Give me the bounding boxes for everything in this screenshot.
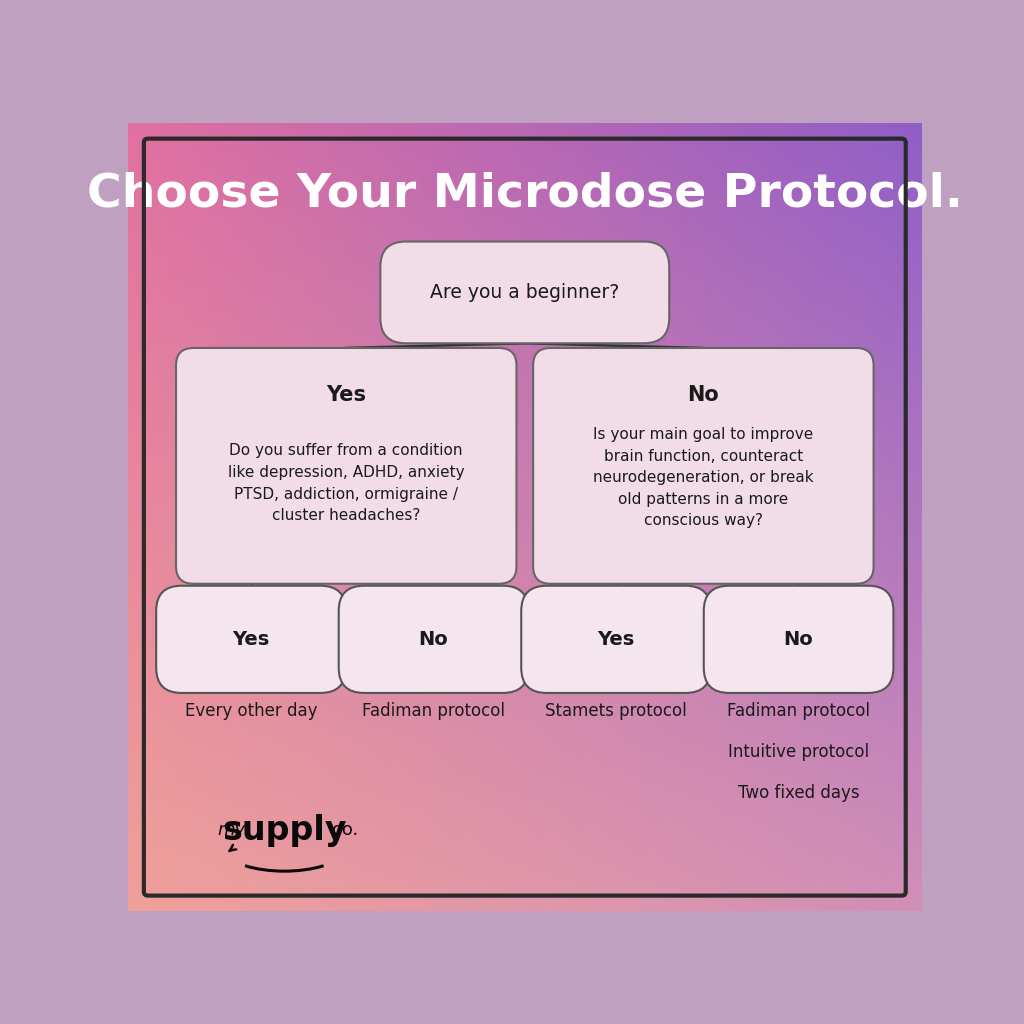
Text: No: No [419,630,449,649]
Text: co.: co. [332,821,357,839]
Text: Two fixed days: Two fixed days [737,784,859,803]
FancyBboxPatch shape [157,586,346,693]
Text: No: No [687,385,719,406]
Text: Are you a beginner?: Are you a beginner? [430,283,620,302]
Text: my: my [217,821,245,839]
Text: supply: supply [222,814,346,847]
FancyBboxPatch shape [176,348,516,584]
Text: Yes: Yes [597,630,635,649]
FancyBboxPatch shape [380,242,670,343]
Text: No: No [783,630,813,649]
Text: Every other day: Every other day [184,702,317,721]
Text: Fadiman protocol: Fadiman protocol [362,702,505,721]
Text: Intuitive protocol: Intuitive protocol [728,743,869,762]
FancyBboxPatch shape [339,586,528,693]
FancyBboxPatch shape [521,586,711,693]
Text: Stamets protocol: Stamets protocol [545,702,687,721]
FancyBboxPatch shape [534,348,873,584]
Text: Do you suffer from a condition
like depression, ADHD, anxiety
PTSD, addiction, o: Do you suffer from a condition like depr… [228,443,465,523]
FancyBboxPatch shape [703,586,893,693]
Text: Is your main goal to improve
brain function, counteract
neurodegeneration, or br: Is your main goal to improve brain funct… [593,427,814,528]
Text: Choose Your Microdose Protocol.: Choose Your Microdose Protocol. [87,171,963,216]
Text: Fadiman protocol: Fadiman protocol [727,702,870,721]
Text: Yes: Yes [327,385,367,406]
Text: Yes: Yes [232,630,269,649]
